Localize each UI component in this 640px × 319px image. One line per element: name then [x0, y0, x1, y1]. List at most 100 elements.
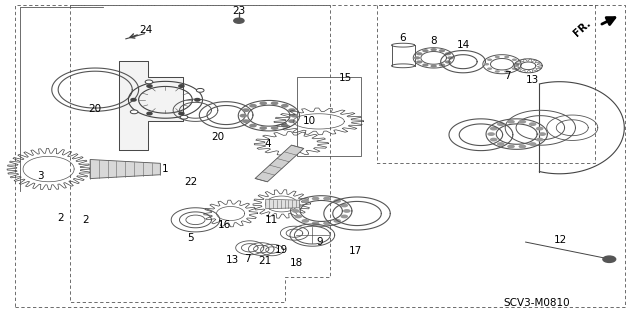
Circle shape: [291, 114, 298, 118]
Circle shape: [490, 138, 497, 142]
Circle shape: [445, 60, 451, 63]
Text: 19: 19: [275, 245, 288, 255]
Circle shape: [343, 209, 351, 213]
Text: 1: 1: [162, 164, 169, 174]
Text: SCV3-M0810: SCV3-M0810: [504, 298, 570, 308]
Polygon shape: [119, 61, 182, 150]
Circle shape: [504, 56, 509, 58]
Circle shape: [431, 64, 437, 68]
Circle shape: [288, 119, 296, 123]
Text: 2: 2: [58, 213, 64, 223]
Circle shape: [179, 85, 184, 87]
Text: 17: 17: [349, 246, 362, 256]
Circle shape: [281, 124, 289, 128]
Circle shape: [340, 215, 348, 219]
Circle shape: [422, 49, 429, 52]
Circle shape: [281, 104, 289, 108]
Circle shape: [271, 101, 278, 105]
Circle shape: [131, 110, 138, 114]
Text: 15: 15: [339, 72, 352, 83]
Circle shape: [294, 204, 302, 207]
Circle shape: [301, 219, 309, 223]
Circle shape: [487, 132, 495, 136]
Circle shape: [495, 70, 500, 73]
Circle shape: [179, 112, 184, 115]
Circle shape: [333, 199, 341, 203]
Text: 2: 2: [83, 215, 89, 225]
Circle shape: [538, 132, 546, 136]
Text: 13: 13: [526, 75, 540, 85]
Circle shape: [518, 120, 526, 123]
Circle shape: [512, 67, 517, 70]
Circle shape: [288, 108, 296, 112]
Circle shape: [490, 127, 497, 130]
Polygon shape: [255, 145, 304, 182]
Circle shape: [487, 58, 492, 61]
Circle shape: [292, 209, 300, 213]
Circle shape: [340, 204, 348, 207]
Circle shape: [504, 70, 509, 73]
Circle shape: [431, 48, 437, 51]
Text: 3: 3: [38, 171, 44, 181]
Circle shape: [487, 67, 492, 70]
Circle shape: [515, 63, 520, 65]
Circle shape: [416, 52, 422, 55]
Text: 22: 22: [184, 177, 198, 187]
Circle shape: [414, 56, 420, 59]
Circle shape: [497, 122, 504, 126]
Text: 10: 10: [303, 116, 316, 126]
Text: 18: 18: [290, 258, 303, 268]
Circle shape: [323, 221, 331, 225]
Circle shape: [131, 99, 136, 101]
Bar: [297, 77, 361, 156]
Circle shape: [439, 63, 445, 67]
Text: 9: 9: [317, 237, 323, 247]
Circle shape: [259, 126, 267, 130]
Circle shape: [249, 124, 257, 128]
Circle shape: [186, 215, 205, 225]
Circle shape: [195, 99, 200, 101]
Circle shape: [234, 18, 244, 23]
Circle shape: [239, 114, 247, 118]
Circle shape: [507, 145, 515, 148]
Circle shape: [518, 145, 526, 148]
Text: 4: 4: [264, 139, 271, 149]
Text: 21: 21: [258, 256, 271, 266]
Circle shape: [495, 56, 500, 58]
Circle shape: [196, 88, 204, 92]
Circle shape: [147, 85, 152, 87]
Text: 20: 20: [89, 104, 102, 114]
Circle shape: [507, 120, 515, 123]
Circle shape: [147, 112, 152, 115]
Circle shape: [249, 104, 257, 108]
Circle shape: [529, 142, 536, 146]
Circle shape: [416, 60, 422, 63]
Text: 16: 16: [218, 220, 231, 230]
Circle shape: [271, 126, 278, 130]
Text: 7: 7: [244, 254, 250, 263]
Text: 11: 11: [265, 215, 278, 226]
Circle shape: [512, 58, 517, 61]
Circle shape: [333, 219, 341, 223]
Text: 13: 13: [226, 255, 239, 265]
Circle shape: [439, 49, 445, 52]
Circle shape: [145, 80, 153, 84]
Circle shape: [294, 215, 302, 219]
Text: 8: 8: [430, 36, 437, 46]
Text: 23: 23: [232, 6, 246, 16]
Text: FR.: FR.: [572, 19, 593, 39]
Text: 24: 24: [140, 25, 153, 35]
Circle shape: [445, 52, 451, 55]
Circle shape: [484, 63, 489, 65]
Circle shape: [323, 197, 331, 200]
Circle shape: [301, 199, 309, 203]
Polygon shape: [90, 160, 161, 179]
Circle shape: [242, 108, 250, 112]
Circle shape: [242, 119, 250, 123]
Polygon shape: [266, 199, 300, 209]
Circle shape: [294, 226, 330, 244]
Text: 6: 6: [400, 33, 406, 43]
Circle shape: [603, 256, 616, 263]
Circle shape: [259, 101, 267, 105]
Text: 7: 7: [504, 71, 511, 81]
